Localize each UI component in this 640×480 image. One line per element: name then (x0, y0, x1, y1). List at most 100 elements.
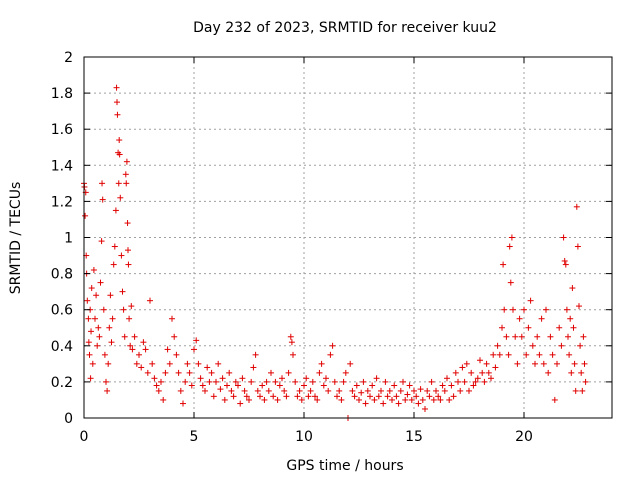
y-tick-label: 1 (64, 231, 73, 247)
data-point (314, 396, 321, 403)
y-tick-label: 0.6 (51, 303, 73, 319)
data-point (100, 306, 107, 313)
data-point (523, 351, 530, 358)
data-point (112, 207, 119, 214)
data-point (543, 306, 549, 313)
data-point (104, 387, 111, 394)
data-point (301, 382, 307, 389)
data-point (252, 351, 259, 358)
data-point (500, 261, 507, 268)
data-point (147, 297, 153, 304)
data-point (162, 369, 169, 376)
y-tick-label: 1.4 (51, 158, 73, 174)
data-point (180, 400, 186, 407)
x-tick-label: 10 (295, 429, 313, 445)
data-point (217, 386, 224, 393)
data-point (312, 393, 318, 400)
data-point (82, 212, 89, 219)
data-point (204, 364, 211, 371)
data-point (221, 396, 228, 403)
data-point (567, 315, 574, 322)
axis-ticks: 00.20.40.60.811.21.41.61.820 5 10 15 20 (51, 50, 612, 445)
data-point (127, 342, 134, 349)
data-point (534, 333, 541, 340)
data-point (307, 387, 314, 394)
data-point (121, 333, 128, 340)
data-point (250, 364, 257, 371)
data-point (219, 375, 226, 382)
data-point (228, 387, 235, 394)
data-point (547, 333, 554, 340)
data-point (106, 324, 113, 331)
data-point (437, 396, 444, 403)
data-point (166, 360, 173, 367)
data-point (96, 333, 103, 340)
data-point (197, 375, 204, 382)
data-point (85, 339, 92, 346)
data-point (283, 393, 290, 400)
data-point (230, 393, 237, 400)
data-point (109, 315, 116, 322)
data-point (123, 158, 130, 165)
data-point (226, 369, 233, 376)
data-point (356, 396, 362, 403)
data-point (235, 382, 241, 389)
data-point (461, 378, 468, 385)
data-point (419, 396, 426, 403)
data-point (336, 387, 343, 394)
data-point (514, 360, 521, 367)
data-point (215, 360, 222, 367)
data-point (123, 180, 130, 187)
data-point (126, 315, 133, 322)
data-point (411, 387, 417, 394)
data-point (577, 342, 584, 349)
data-point (329, 342, 336, 349)
data-point (316, 369, 323, 376)
data-point (199, 382, 206, 389)
data-point (182, 378, 189, 385)
data-point (384, 393, 391, 400)
data-point (320, 382, 327, 389)
data-point (472, 378, 479, 385)
data-point (571, 360, 578, 367)
data-point (88, 328, 95, 335)
data-point (279, 375, 285, 382)
data-point (507, 279, 514, 286)
data-point (98, 238, 105, 245)
data-point (463, 360, 470, 367)
data-point (243, 393, 250, 400)
data-point (259, 382, 266, 389)
y-tick-label: 1.8 (51, 86, 73, 102)
data-point (558, 342, 565, 349)
data-point (572, 387, 579, 394)
data-point (122, 171, 129, 178)
data-point (105, 360, 112, 367)
x-tick-label: 15 (405, 429, 423, 445)
data-point (488, 375, 494, 382)
data-point (389, 396, 395, 403)
data-point (351, 393, 358, 400)
data-point (108, 339, 115, 346)
data-point (404, 391, 411, 398)
data-point (99, 180, 106, 187)
data-point (551, 396, 558, 403)
data-point (342, 369, 349, 376)
y-tick-label: 1.2 (51, 194, 73, 210)
data-point (85, 315, 92, 322)
y-axis-label: SRMTID / TECUs (8, 182, 24, 295)
data-point (566, 351, 573, 358)
data-point (309, 378, 316, 385)
data-point (239, 375, 246, 382)
data-point (303, 375, 310, 382)
data-point (94, 342, 101, 349)
data-point (276, 382, 283, 389)
data-point (568, 369, 575, 376)
data-point (153, 382, 160, 389)
data-point (382, 378, 389, 385)
data-point (532, 360, 538, 367)
data-point (360, 378, 367, 385)
data-point (395, 400, 402, 407)
data-point (188, 382, 195, 389)
data-point (193, 337, 200, 344)
data-point (136, 351, 142, 358)
